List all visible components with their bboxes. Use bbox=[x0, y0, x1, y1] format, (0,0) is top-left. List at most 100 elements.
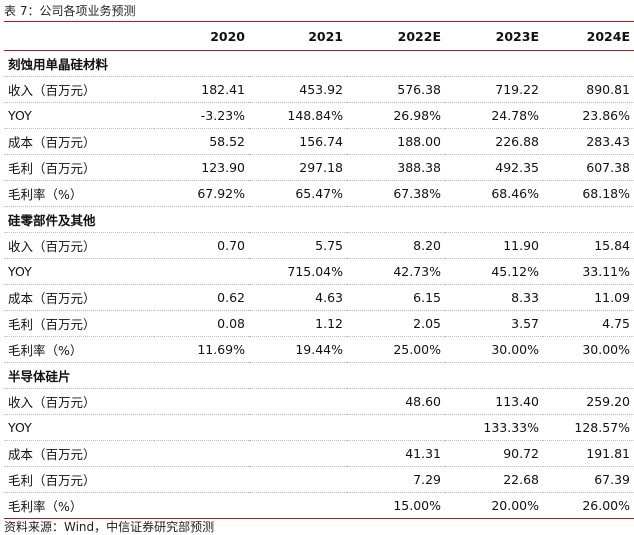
value-cell: 113.40 bbox=[445, 388, 543, 415]
value-cell: 19.44% bbox=[249, 336, 347, 363]
value-cell: 11.69% bbox=[154, 336, 249, 363]
value-cell bbox=[154, 492, 249, 519]
value-cell: 23.86% bbox=[543, 102, 634, 129]
value-cell: 67.38% bbox=[347, 180, 445, 207]
value-cell: 15.00% bbox=[347, 492, 445, 519]
table-row: 成本（百万元） 0.62 4.63 6.15 8.33 11.09 bbox=[4, 284, 634, 311]
forecast-table: 2020 2021 2022E 2023E 2024E 刻蚀用单晶硅材料 收入（百… bbox=[4, 24, 634, 519]
value-cell bbox=[249, 492, 347, 519]
value-cell: 8.20 bbox=[347, 232, 445, 259]
row-label: YOY bbox=[4, 258, 154, 285]
value-cell: 45.12% bbox=[445, 258, 543, 285]
value-cell: 11.09 bbox=[543, 284, 634, 311]
value-cell bbox=[154, 258, 249, 285]
table-row: 毛利（百万元） 7.29 22.68 67.39 bbox=[4, 466, 634, 493]
value-cell bbox=[249, 388, 347, 415]
table-row: 毛利率（%） 15.00% 20.00% 26.00% bbox=[4, 492, 634, 519]
value-cell bbox=[154, 466, 249, 493]
table-row: 毛利（百万元） 123.90 297.18 388.38 492.35 607.38 bbox=[4, 154, 634, 181]
table-row: YOY -3.23% 148.84% 26.98% 24.78% 23.86% bbox=[4, 102, 634, 129]
value-cell: 90.72 bbox=[445, 440, 543, 467]
section-header-row: 半导体硅片 bbox=[4, 362, 634, 389]
value-cell: 128.57% bbox=[543, 414, 634, 441]
column-header: 2024E bbox=[543, 24, 634, 51]
value-cell: 259.20 bbox=[543, 388, 634, 415]
value-cell: 0.08 bbox=[154, 310, 249, 337]
value-cell: 30.00% bbox=[445, 336, 543, 363]
value-cell: 20.00% bbox=[445, 492, 543, 519]
value-cell: 453.92 bbox=[249, 76, 347, 103]
value-cell: 576.38 bbox=[347, 76, 445, 103]
value-cell: 0.62 bbox=[154, 284, 249, 311]
value-cell: 8.33 bbox=[445, 284, 543, 311]
section-header-row: 硅零部件及其他 bbox=[4, 206, 634, 233]
value-cell: 719.22 bbox=[445, 76, 543, 103]
value-cell: 68.18% bbox=[543, 180, 634, 207]
value-cell: 133.33% bbox=[445, 414, 543, 441]
value-cell: 492.35 bbox=[445, 154, 543, 181]
table-caption: 表 7：公司各项业务预测 bbox=[4, 4, 136, 18]
column-header: 2021 bbox=[249, 24, 347, 51]
value-cell: 26.98% bbox=[347, 102, 445, 129]
row-label: YOY bbox=[4, 102, 154, 129]
value-cell bbox=[154, 388, 249, 415]
value-cell: 1.12 bbox=[249, 310, 347, 337]
row-label: 收入（百万元） bbox=[4, 76, 154, 103]
value-cell bbox=[249, 440, 347, 467]
value-cell bbox=[154, 440, 249, 467]
value-cell: 15.84 bbox=[543, 232, 634, 259]
table-row: 毛利（百万元） 0.08 1.12 2.05 3.57 4.75 bbox=[4, 310, 634, 337]
column-header: 2022E bbox=[347, 24, 445, 51]
value-cell: 25.00% bbox=[347, 336, 445, 363]
value-cell: 7.29 bbox=[347, 466, 445, 493]
value-cell: 65.47% bbox=[249, 180, 347, 207]
row-label: 毛利率（%） bbox=[4, 492, 154, 519]
table-row: 收入（百万元） 48.60 113.40 259.20 bbox=[4, 388, 634, 415]
value-cell: 67.39 bbox=[543, 466, 634, 493]
table-body: 刻蚀用单晶硅材料 收入（百万元） 182.41 453.92 576.38 719.22 8… bbox=[4, 50, 634, 519]
row-label: 收入（百万元） bbox=[4, 388, 154, 415]
table-row: 收入（百万元） 182.41 453.92 576.38 719.22 890.81 bbox=[4, 76, 634, 103]
row-label: 毛利（百万元） bbox=[4, 466, 154, 493]
value-cell: 4.63 bbox=[249, 284, 347, 311]
table-row: 收入（百万元） 0.70 5.75 8.20 11.90 15.84 bbox=[4, 232, 634, 259]
row-label: 毛利率（%） bbox=[4, 180, 154, 207]
row-label: 毛利（百万元） bbox=[4, 310, 154, 337]
column-header: 2020 bbox=[154, 24, 249, 51]
value-cell: 388.38 bbox=[347, 154, 445, 181]
value-cell: 5.75 bbox=[249, 232, 347, 259]
row-label: 收入（百万元） bbox=[4, 232, 154, 259]
value-cell: 191.81 bbox=[543, 440, 634, 467]
section-title: 半导体硅片 bbox=[4, 362, 634, 389]
top-rule bbox=[4, 21, 634, 22]
section-header-row: 刻蚀用单晶硅材料 bbox=[4, 50, 634, 77]
value-cell: 26.00% bbox=[543, 492, 634, 519]
table-row: YOY 715.04% 42.73% 45.12% 33.11% bbox=[4, 258, 634, 285]
value-cell: 148.84% bbox=[249, 102, 347, 129]
value-cell: 226.88 bbox=[445, 128, 543, 155]
value-cell: 4.75 bbox=[543, 310, 634, 337]
value-cell: 188.00 bbox=[347, 128, 445, 155]
row-label: 成本（百万元） bbox=[4, 440, 154, 467]
value-cell: 182.41 bbox=[154, 76, 249, 103]
row-label: 毛利（百万元） bbox=[4, 154, 154, 181]
value-cell: 67.92% bbox=[154, 180, 249, 207]
row-label: YOY bbox=[4, 414, 154, 441]
table-row: 毛利率（%） 11.69% 19.44% 25.00% 30.00% 30.00% bbox=[4, 336, 634, 363]
section-title: 硅零部件及其他 bbox=[4, 206, 634, 233]
value-cell: 68.46% bbox=[445, 180, 543, 207]
table-row: 成本（百万元） 41.31 90.72 191.81 bbox=[4, 440, 634, 467]
value-cell: 715.04% bbox=[249, 258, 347, 285]
value-cell bbox=[249, 414, 347, 441]
value-cell: -3.23% bbox=[154, 102, 249, 129]
table-row: 成本（百万元） 58.52 156.74 188.00 226.88 283.43 bbox=[4, 128, 634, 155]
value-cell: 156.74 bbox=[249, 128, 347, 155]
value-cell: 33.11% bbox=[543, 258, 634, 285]
row-label: 成本（百万元） bbox=[4, 284, 154, 311]
value-cell: 890.81 bbox=[543, 76, 634, 103]
value-cell: 24.78% bbox=[445, 102, 543, 129]
value-cell: 2.05 bbox=[347, 310, 445, 337]
value-cell: 297.18 bbox=[249, 154, 347, 181]
value-cell: 48.60 bbox=[347, 388, 445, 415]
value-cell: 58.52 bbox=[154, 128, 249, 155]
